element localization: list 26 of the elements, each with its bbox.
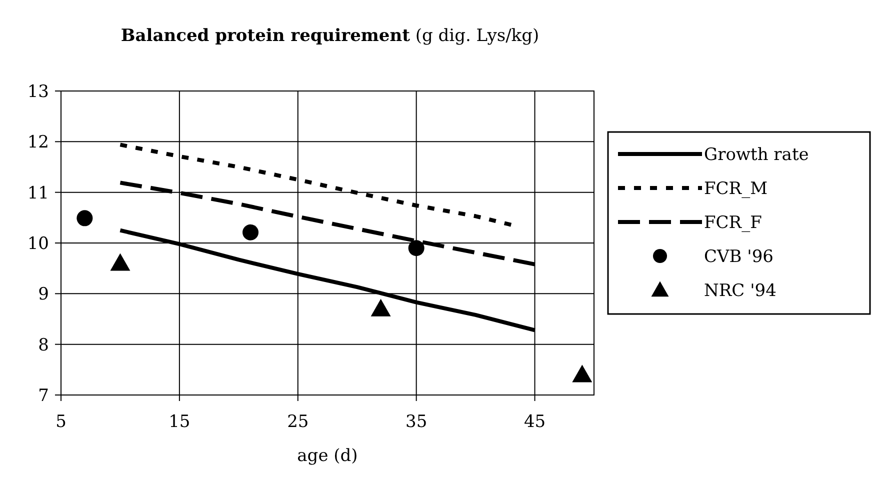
legend-label: CVB '96 — [704, 246, 774, 267]
chart-title: Balanced protein requirement — [120, 26, 410, 46]
x-tick-label: 5 — [56, 412, 66, 432]
legend-label: FCR_F — [704, 212, 762, 233]
y-tick-label: 10 — [27, 234, 49, 254]
y-tick-label: 12 — [27, 132, 49, 153]
x-tick-label: 25 — [287, 412, 309, 432]
point — [242, 224, 259, 240]
x-axis-title: age (d) — [297, 446, 358, 466]
y-tick-label: 11 — [27, 183, 49, 204]
point — [110, 253, 130, 271]
point — [572, 364, 592, 382]
y-tick-label: 7 — [38, 386, 49, 406]
x-tick-label: 45 — [524, 412, 546, 432]
legend-label: Growth rate — [704, 144, 809, 165]
point — [370, 298, 391, 316]
x-tick-label: 15 — [168, 412, 190, 432]
legend-label: NRC '94 — [704, 280, 776, 301]
y-tick-label: 13 — [27, 82, 49, 102]
chart-subtitle: (g dig. Lys/kg) — [410, 26, 540, 46]
y-tick-label: 8 — [38, 335, 49, 356]
y-tick-label: 9 — [38, 284, 49, 305]
x-tick-label: 35 — [406, 412, 428, 432]
legend-label: FCR_M — [704, 178, 768, 199]
point — [76, 210, 93, 226]
point — [408, 240, 424, 256]
